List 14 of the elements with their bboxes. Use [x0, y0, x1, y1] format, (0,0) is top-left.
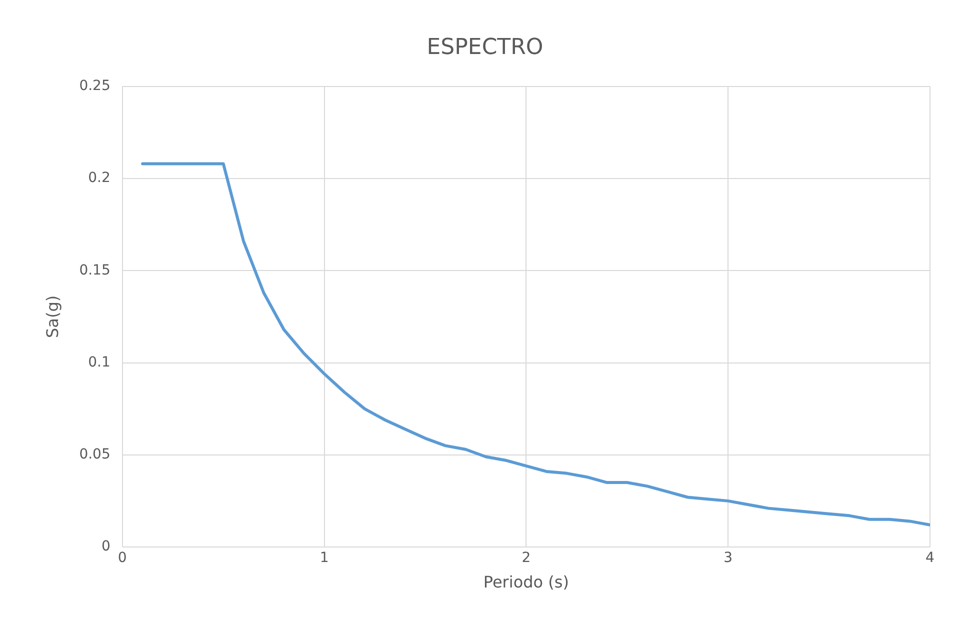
- x-tick-label: 2: [522, 550, 531, 566]
- x-tick-label: 4: [926, 550, 935, 566]
- y-tick-label: 0.05: [79, 446, 110, 463]
- y-tick-label: 0.25: [79, 78, 110, 94]
- y-tick-label: 0.1: [88, 354, 110, 370]
- x-tick-label: 0: [118, 550, 127, 566]
- chart-title: ESPECTRO: [426, 34, 544, 60]
- y-axis-title: Sa(g): [42, 295, 62, 338]
- y-tick-label: 0.15: [79, 262, 110, 278]
- x-tick-label: 3: [724, 550, 733, 566]
- y-tick-label: 0: [101, 538, 110, 555]
- y-tick-label: 0.2: [88, 170, 110, 186]
- x-tick-label: 1: [320, 550, 329, 566]
- x-axis-title: Periodo (s): [483, 572, 569, 592]
